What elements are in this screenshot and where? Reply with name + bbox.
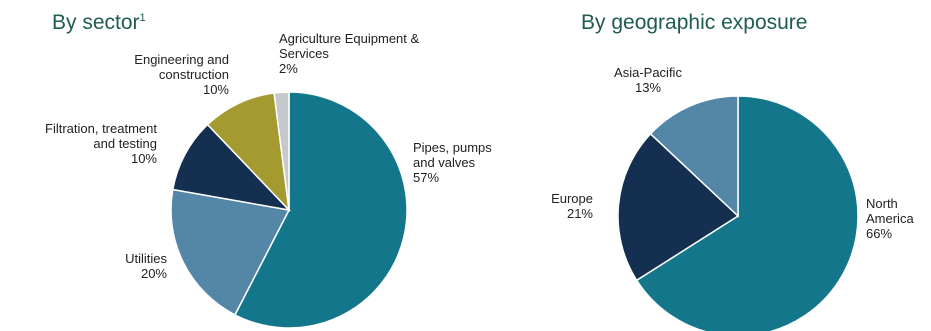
pie-chart-2: North America 66% Europe 21% Asia-Pacific 13%	[551, 65, 914, 331]
slice-label-utilities: Utilities 20%	[125, 251, 167, 281]
slice-label-engineering-and-construction: Engineering and construction 10%	[134, 52, 229, 97]
pie-chart-1: Pipes, pumps and valves 57% Utilities 20% Fil…	[45, 31, 492, 329]
slice-label-filtration-treatment-and-testing: Filtration, treatment and testing 10%	[45, 121, 157, 166]
title-footnote-marker: 1	[139, 12, 146, 24]
pie-slice-agriculture-equipment-services	[273, 91, 290, 211]
pie-slice-north-america	[635, 95, 859, 331]
pie-slice-pipes-pumps-and-valves	[233, 91, 408, 329]
pie-slice-europe	[617, 132, 740, 282]
slice-label-pipes-pumps-and-valves: Pipes, pumps and valves 57%	[413, 140, 492, 185]
slice-label-agriculture-equipment-services: Agriculture Equipment & Services 2%	[279, 31, 420, 76]
pie-slice-asia-pacific	[649, 95, 739, 218]
slice-label-asia-pacific: Asia-Pacific 13%	[614, 65, 682, 95]
pie-slice-utilities	[170, 188, 291, 316]
chart-title-geography: By geographic exposure	[581, 11, 808, 34]
pie-slice-filtration-treatment-and-testing	[171, 123, 292, 212]
pie-slice-engineering-and-construction	[206, 92, 291, 213]
slice-label-north-america: North America 66%	[866, 196, 914, 241]
chart-title-sector: By sector1	[52, 11, 146, 34]
slice-label-europe: Europe 21%	[551, 191, 593, 221]
